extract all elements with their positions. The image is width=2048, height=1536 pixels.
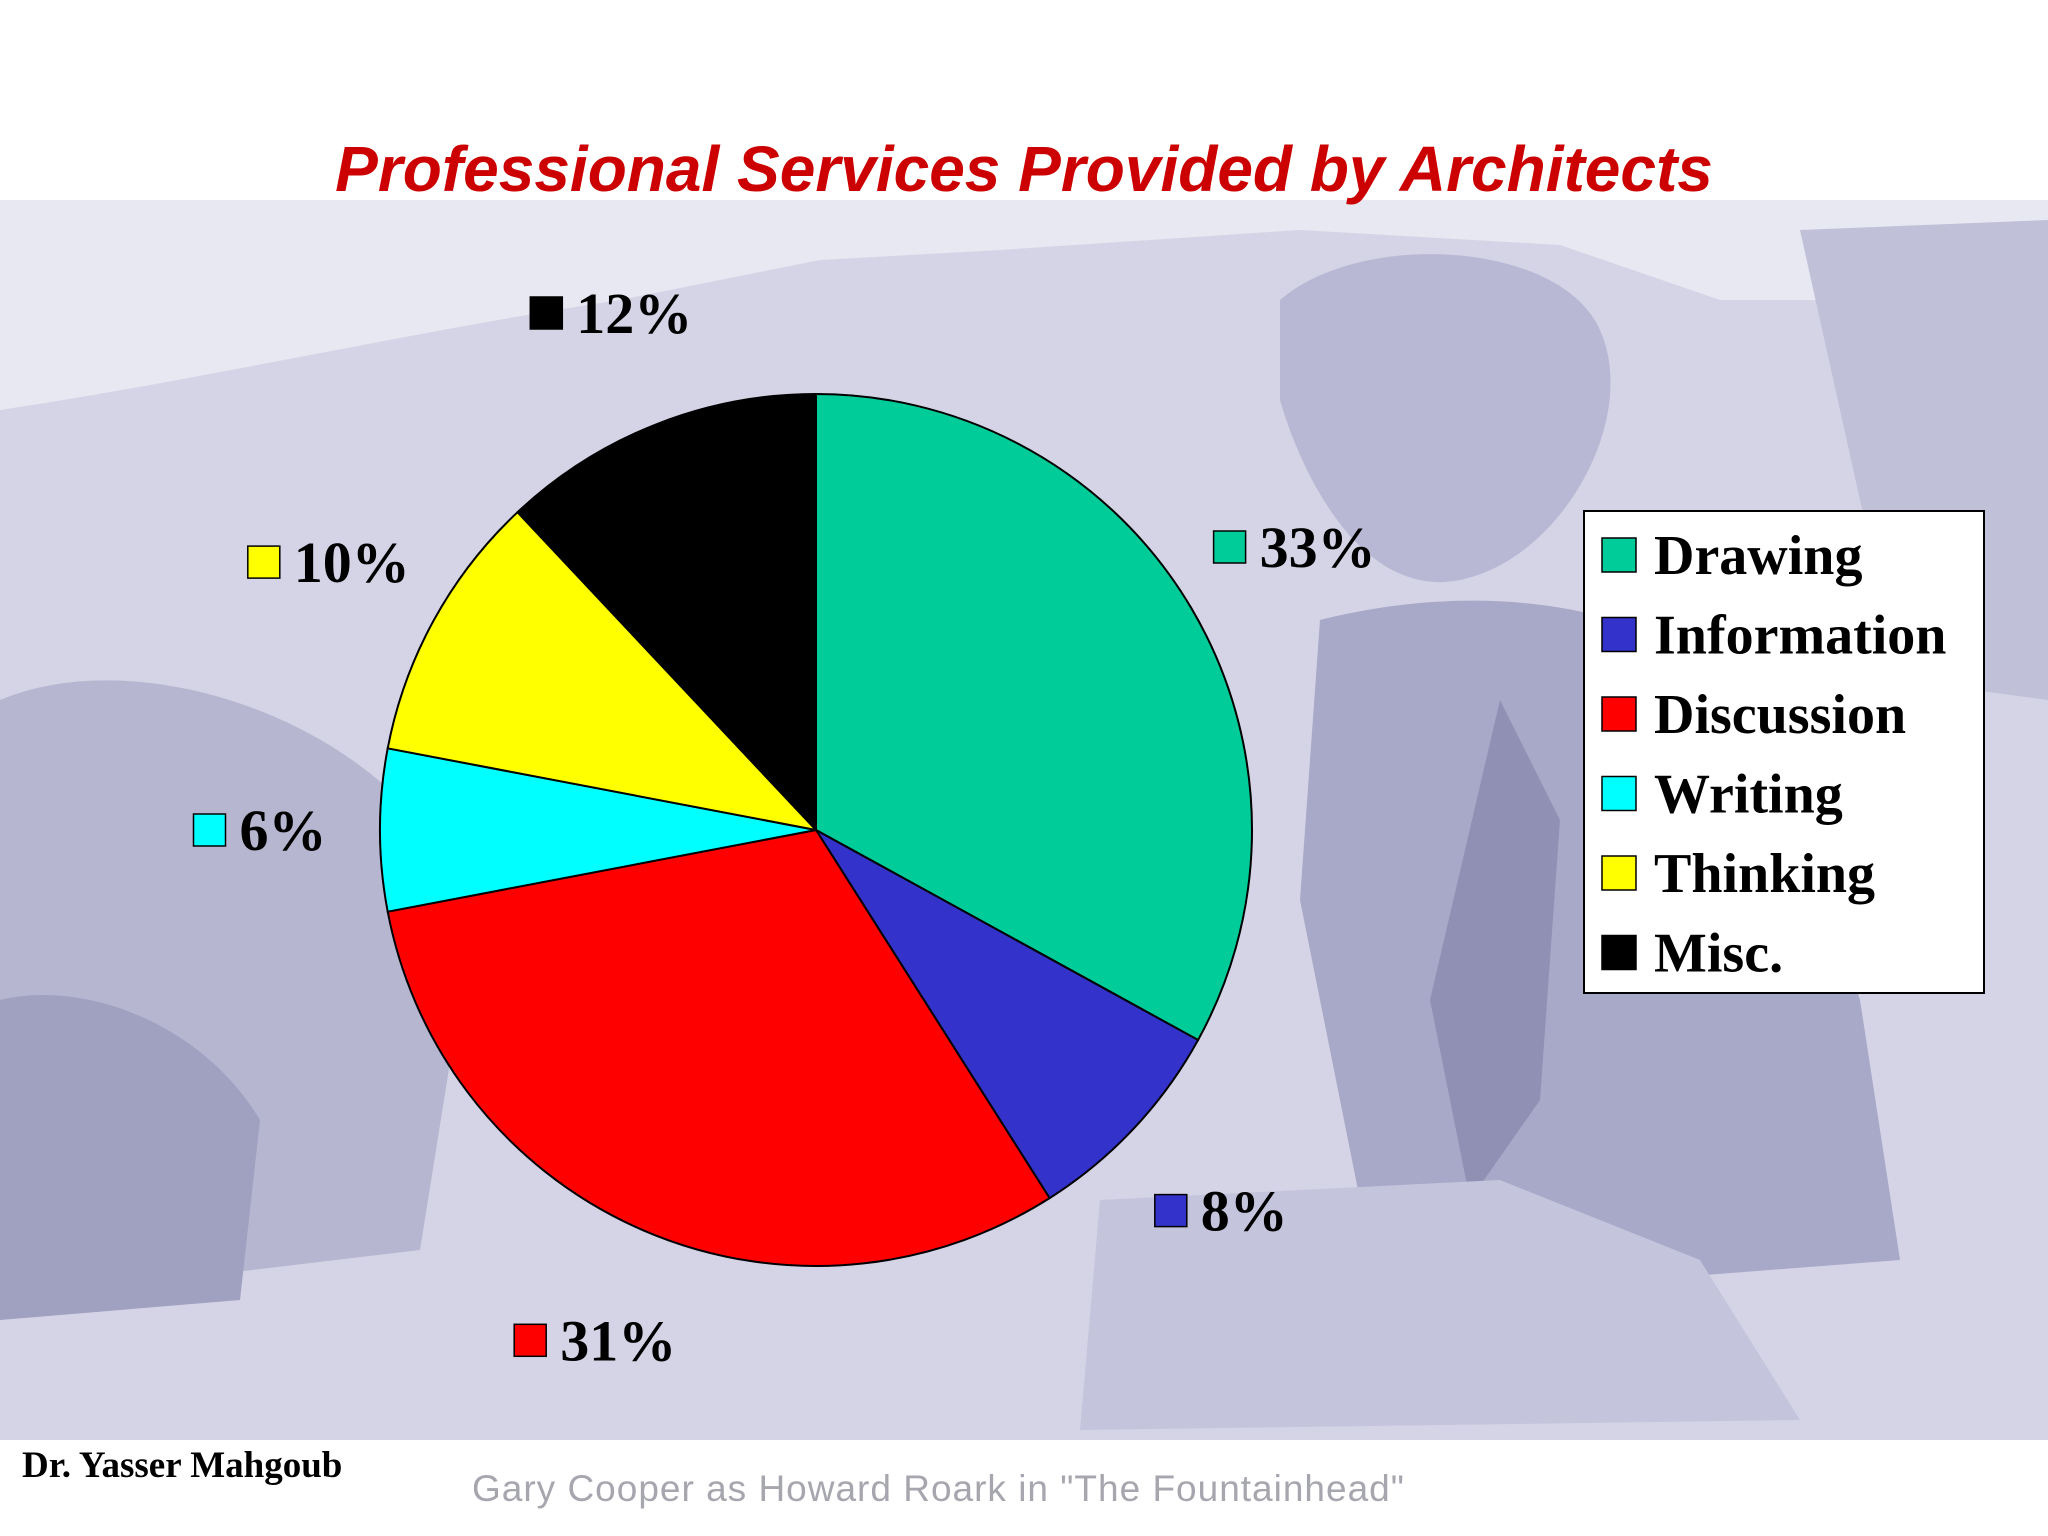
- legend-item-information: Information: [1601, 605, 1946, 667]
- legend-label: Discussion: [1654, 684, 1906, 746]
- data-label-text: 31%: [560, 1308, 676, 1373]
- author-name: Dr. Yasser Mahgoub: [22, 1445, 343, 1486]
- pie-slice-thinking: [386, 510, 819, 832]
- legend-item-misc: Misc.: [1601, 923, 1783, 985]
- data-label-drawing: 33%: [1212, 515, 1376, 580]
- legend-label: Misc.: [1654, 923, 1783, 985]
- legend-label: Information: [1654, 605, 1946, 667]
- legend-swatch: [1601, 537, 1637, 573]
- data-label-information: 8%: [1154, 1179, 1288, 1244]
- data-label-swatch: [529, 296, 564, 330]
- pie-slice-drawing: [815, 392, 1253, 1042]
- legend-swatch: [1601, 616, 1637, 653]
- data-label-thinking: 10%: [247, 530, 410, 595]
- legend-item-drawing: Drawing: [1601, 525, 1862, 587]
- data-label-swatch: [192, 813, 227, 847]
- chart-title: Professional Services Provided by Archit…: [335, 133, 1713, 205]
- legend-swatch: [1601, 855, 1637, 891]
- data-label-text: 10%: [294, 530, 410, 595]
- data-label-writing: 6%: [192, 798, 327, 863]
- data-label-text: 8%: [1201, 1179, 1288, 1244]
- chart-legend: Drawing Information Discussion Writing Think…: [1583, 510, 1985, 994]
- pie-slice-misc: [516, 392, 817, 833]
- pie-slice-information: [815, 829, 1200, 1200]
- legend-box: [1583, 510, 1985, 994]
- data-label-swatch: [1154, 1193, 1188, 1228]
- data-label-text: 33%: [1260, 515, 1376, 580]
- legend-item-thinking: Thinking: [1601, 843, 1875, 905]
- legend-label: Thinking: [1654, 843, 1875, 905]
- data-label-discussion: 31%: [513, 1308, 676, 1373]
- photo-caption: Gary Cooper as Howard Roark in "The Foun…: [472, 1468, 1405, 1509]
- data-label-swatch: [247, 545, 281, 579]
- legend-item-discussion: Discussion: [1601, 684, 1906, 746]
- pie-slice-discussion: [386, 828, 1052, 1267]
- data-label-misc: 12%: [529, 281, 692, 346]
- legend-item-writing: Writing: [1601, 764, 1843, 826]
- pie-slice-writing: [378, 747, 817, 913]
- data-label-swatch: [513, 1323, 547, 1358]
- legend-label: Writing: [1654, 764, 1843, 826]
- legend-swatch: [1601, 696, 1637, 732]
- data-label-text: 6%: [240, 798, 327, 863]
- legend-label: Drawing: [1654, 525, 1862, 587]
- data-label-text: 12%: [576, 281, 692, 346]
- legend-swatch: [1601, 934, 1637, 971]
- legend-swatch: [1601, 775, 1637, 812]
- data-label-swatch: [1212, 530, 1247, 564]
